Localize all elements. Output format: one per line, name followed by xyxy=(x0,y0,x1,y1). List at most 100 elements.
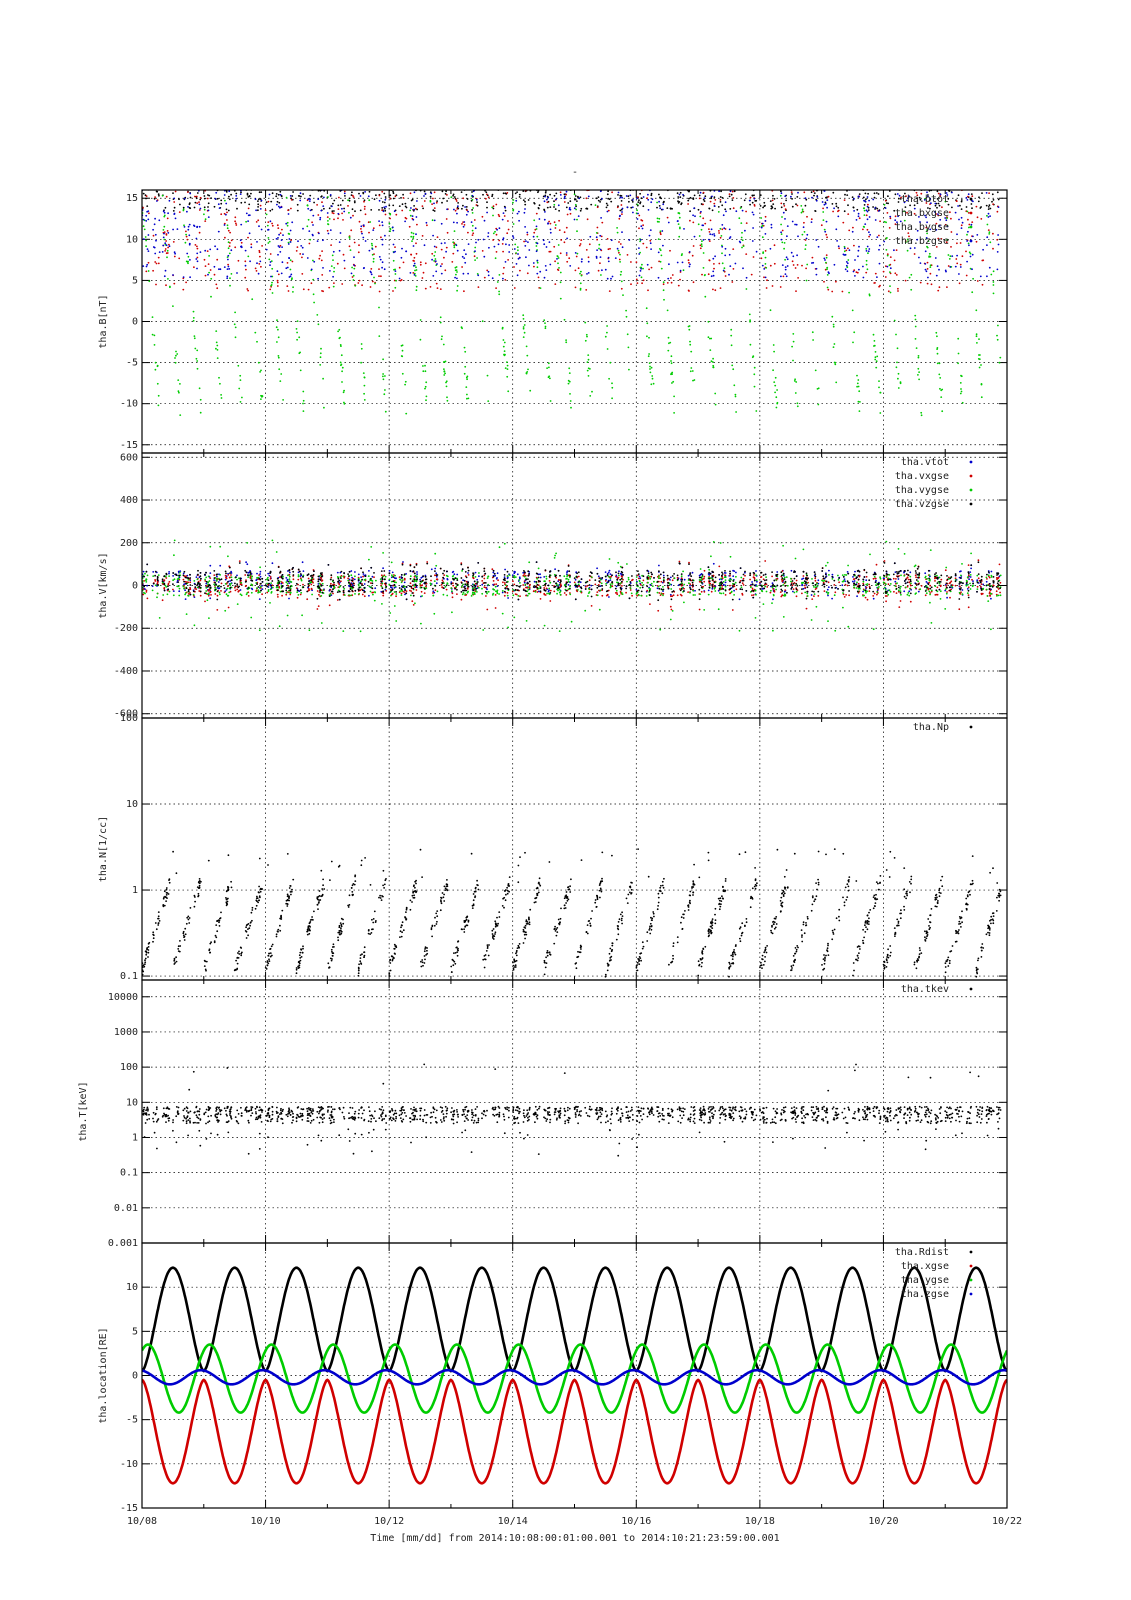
data-point xyxy=(909,600,912,603)
data-point xyxy=(371,280,374,283)
data-point xyxy=(259,204,262,207)
data-point xyxy=(270,200,273,203)
data-point xyxy=(966,210,969,213)
data-point xyxy=(980,583,983,585)
data-point xyxy=(316,204,318,206)
data-point xyxy=(216,287,219,290)
data-point xyxy=(462,204,464,207)
data-point xyxy=(591,390,593,393)
data-point xyxy=(878,262,881,265)
data-point xyxy=(687,574,690,577)
data-point xyxy=(934,211,936,213)
data-point xyxy=(576,252,579,255)
data-point xyxy=(549,231,552,234)
data-point xyxy=(413,182,415,184)
data-point xyxy=(810,594,813,596)
data-point xyxy=(519,577,521,580)
data-point xyxy=(178,211,181,214)
data-point xyxy=(632,188,634,190)
data-point xyxy=(195,258,198,260)
data-point xyxy=(504,261,507,263)
data-point xyxy=(205,582,208,585)
data-point xyxy=(904,241,907,244)
data-point xyxy=(656,201,658,204)
data-point xyxy=(843,186,845,188)
data-point xyxy=(145,270,148,273)
data-point xyxy=(566,213,569,216)
data-point xyxy=(769,247,772,250)
data-point xyxy=(321,274,324,276)
data-point xyxy=(679,269,682,272)
data-point xyxy=(444,187,446,189)
data-point xyxy=(783,203,785,205)
data-point xyxy=(389,194,392,197)
data-point xyxy=(834,183,836,185)
data-point xyxy=(317,214,320,216)
data-point xyxy=(423,592,426,594)
data-point xyxy=(680,202,683,205)
data-point xyxy=(514,162,516,164)
data-point xyxy=(535,225,538,228)
data-point xyxy=(761,222,764,225)
data-point xyxy=(343,259,346,262)
data-point xyxy=(641,282,643,285)
data-point xyxy=(337,208,340,211)
data-point xyxy=(378,268,380,270)
data-point xyxy=(518,193,521,196)
data-point xyxy=(483,219,486,222)
data-point xyxy=(295,328,298,330)
data-point xyxy=(853,210,855,212)
data-point xyxy=(639,239,642,241)
data-point xyxy=(513,572,516,575)
data-point xyxy=(899,381,902,384)
data-point xyxy=(260,265,262,268)
data-point xyxy=(196,252,199,255)
data-point xyxy=(220,202,223,205)
data-point xyxy=(801,233,804,236)
data-point xyxy=(935,222,938,225)
data-point xyxy=(975,333,978,336)
data-point xyxy=(751,194,754,197)
data-point xyxy=(320,259,323,262)
data-point xyxy=(368,249,371,252)
data-point xyxy=(648,268,650,271)
data-point xyxy=(240,241,243,244)
data-point xyxy=(689,186,691,188)
data-point xyxy=(502,345,505,348)
data-point xyxy=(482,238,485,241)
data-point xyxy=(227,258,229,261)
data-point xyxy=(445,588,448,591)
data-point xyxy=(331,212,334,214)
data-point xyxy=(256,340,258,343)
data-point xyxy=(187,593,190,595)
data-point xyxy=(372,227,375,230)
data-point xyxy=(909,571,912,574)
data-point xyxy=(502,186,504,188)
data-point xyxy=(971,291,974,294)
data-point xyxy=(208,185,210,187)
data-point xyxy=(741,239,744,242)
data-point xyxy=(372,229,375,232)
data-point xyxy=(529,389,532,392)
data-point xyxy=(875,366,878,369)
data-point xyxy=(444,360,447,363)
data-point xyxy=(439,288,442,290)
data-point xyxy=(919,185,921,187)
data-point xyxy=(455,180,457,182)
data-point xyxy=(462,197,465,200)
data-point xyxy=(898,197,900,200)
data-point xyxy=(378,194,381,197)
data-point xyxy=(322,267,324,269)
data-point xyxy=(581,258,583,260)
data-point xyxy=(501,243,504,245)
data-point xyxy=(650,201,653,204)
data-point xyxy=(940,187,942,189)
data-point xyxy=(815,239,818,241)
data-point xyxy=(992,284,995,286)
data-point xyxy=(323,196,325,199)
legend-marker xyxy=(969,211,973,215)
data-point xyxy=(565,193,567,196)
data-point xyxy=(711,195,713,198)
data-point xyxy=(218,376,220,379)
data-point xyxy=(900,196,902,199)
